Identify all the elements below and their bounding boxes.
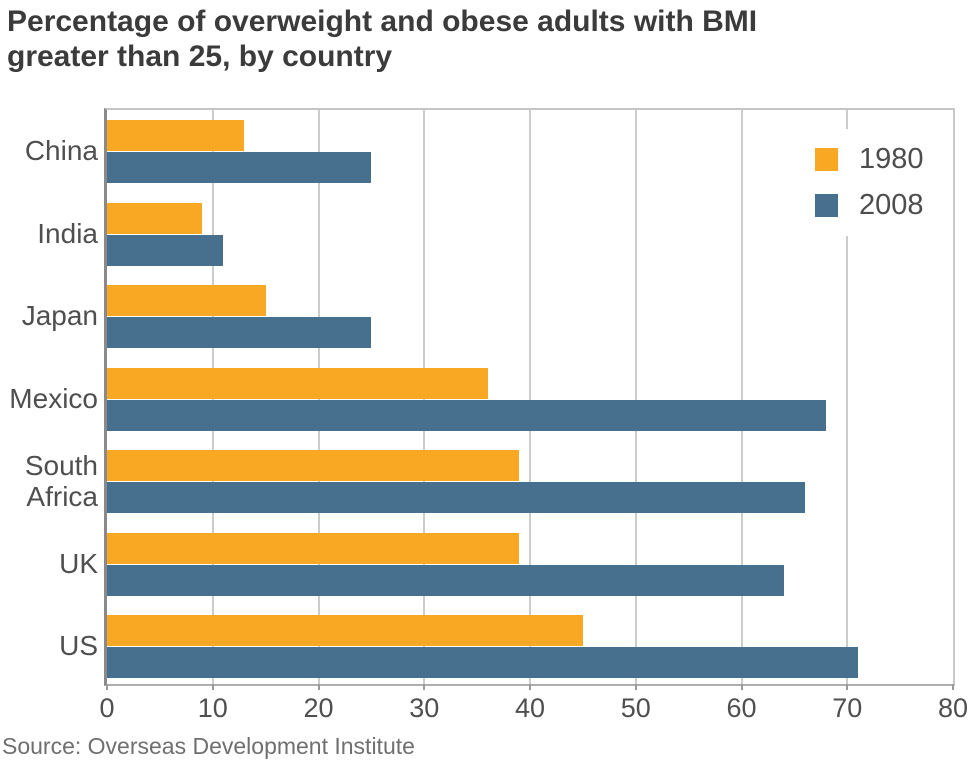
bar-2008-uk (107, 564, 784, 596)
bar-2008-india (107, 234, 223, 266)
category-label-us: US (59, 630, 98, 662)
bar-1980-uk (107, 532, 519, 564)
x-tick-60 (740, 684, 743, 690)
bar-1980-india (107, 202, 202, 234)
x-tick-label-10: 10 (197, 693, 228, 723)
category-label-uk: UK (59, 547, 98, 579)
source-text: Source: Overseas Development Institute (2, 733, 415, 759)
category-label-japan: Japan (21, 300, 98, 332)
x-tick-0 (106, 684, 108, 690)
x-tick-label-20: 20 (303, 693, 334, 723)
x-tick-80 (952, 684, 954, 690)
bar-2008-south-africa (107, 482, 805, 513)
x-tick-20 (317, 684, 320, 690)
category-label-india: India (37, 217, 98, 249)
legend-swatch-2008-icon (815, 194, 838, 217)
x-tick-label-40: 40 (514, 693, 546, 723)
x-tick-label-80: 80 (937, 693, 969, 723)
gridline-60 (740, 110, 743, 684)
legend-swatch-1980-icon (815, 148, 838, 171)
bar-2008-us (107, 647, 858, 678)
bar-1980-japan (107, 285, 266, 316)
bar-1980-south-africa (107, 450, 519, 481)
legend-item-2008: 2008 (815, 189, 924, 222)
x-tick-label-70: 70 (832, 693, 863, 723)
x-tick-40 (529, 684, 531, 690)
x-tick-10 (211, 684, 214, 690)
gridline-70 (846, 110, 849, 684)
page-title: Percentage of overweight and obese adult… (7, 4, 937, 74)
bar-2008-japan (107, 317, 371, 348)
bar-1980-china (107, 120, 244, 151)
legend: 1980 2008 (799, 129, 948, 236)
legend-item-1980: 1980 (815, 143, 924, 176)
bar-2008-china (107, 152, 371, 183)
title-line-2: greater than 25, by country (7, 40, 393, 73)
x-tick-label-60: 60 (726, 693, 757, 723)
x-tick-50 (634, 684, 637, 690)
x-tick-label-30: 30 (409, 693, 440, 723)
x-tick-70 (846, 684, 849, 690)
title-line-1: Percentage of overweight and obese adult… (7, 5, 758, 38)
category-label-mexico: Mexico (9, 382, 98, 414)
category-label-south-africa: South Africa (24, 450, 98, 512)
bar-2008-mexico (107, 399, 826, 431)
legend-label-2008: 2008 (859, 189, 924, 221)
x-tick-30 (423, 684, 426, 690)
bar-1980-us (107, 615, 583, 646)
x-tick-label-50: 50 (620, 693, 651, 723)
x-tick-label-0: 0 (99, 693, 115, 723)
bar-1980-mexico (107, 367, 488, 399)
category-label-china: China (24, 135, 98, 167)
gridline-50 (634, 110, 637, 684)
legend-label-1980: 1980 (859, 143, 924, 175)
gridline-40 (529, 110, 531, 684)
